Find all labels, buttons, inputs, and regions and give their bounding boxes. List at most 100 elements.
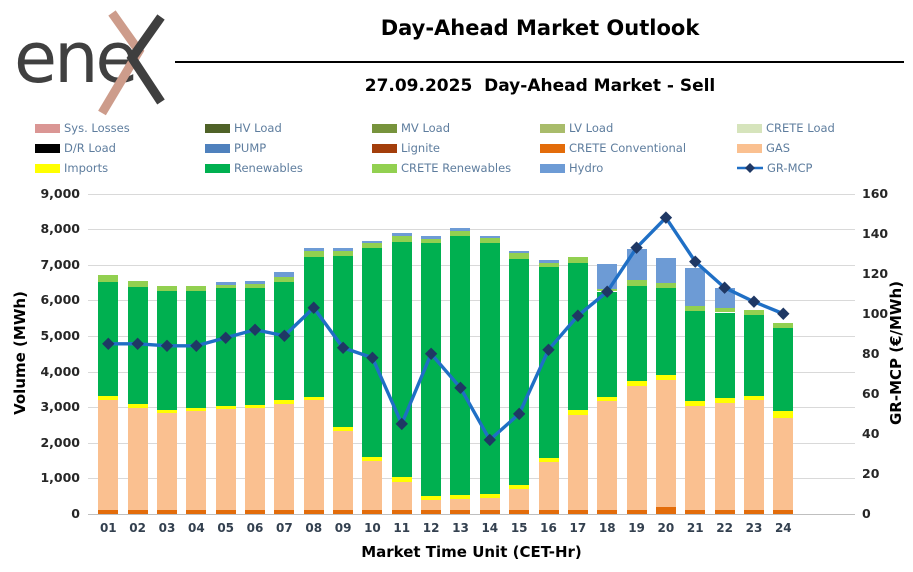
legend-label: Imports bbox=[64, 161, 109, 175]
bar-22-gas bbox=[714, 402, 735, 511]
bar-07-crete-conventional bbox=[274, 510, 295, 514]
bar-17-gas bbox=[567, 414, 588, 511]
bar-12-gas bbox=[421, 500, 442, 511]
x-tick-10: 10 bbox=[364, 521, 381, 535]
bar-14-hydro bbox=[479, 235, 500, 239]
bar-18-imports bbox=[597, 396, 618, 401]
legend-label: Renewables bbox=[234, 161, 303, 175]
x-tick-02: 02 bbox=[129, 521, 146, 535]
bar-23-renewables bbox=[743, 314, 764, 397]
legend-item-gr-mcp: GR-MCP bbox=[737, 161, 812, 175]
page-title: Day-Ahead Market Outlook bbox=[380, 16, 700, 40]
legend-item-hv-load: HV Load bbox=[205, 121, 282, 135]
bar-09-imports bbox=[333, 426, 354, 432]
bar-20-renewables bbox=[655, 287, 676, 376]
bar-22-imports bbox=[714, 398, 735, 403]
legend-swatch-lv-load bbox=[540, 123, 565, 133]
legend-line-swatch bbox=[737, 163, 763, 173]
bar-18-crete-renewables bbox=[597, 288, 618, 292]
legend-item-crete-load: CRETE Load bbox=[737, 121, 835, 135]
bar-03-crete-renewables bbox=[156, 285, 177, 291]
bar-02-crete-conventional bbox=[127, 510, 148, 514]
x-tick-18: 18 bbox=[598, 521, 616, 535]
x-tick-21: 21 bbox=[686, 521, 704, 535]
bar-14-renewables bbox=[479, 243, 500, 494]
bar-13-crete-conventional bbox=[450, 510, 471, 514]
bar-06-hydro bbox=[245, 280, 266, 284]
bar-08-gas bbox=[303, 400, 324, 511]
gridline-7000 bbox=[88, 264, 855, 266]
y-right-tick-0: 0 bbox=[862, 506, 871, 521]
bar-23-crete-renewables bbox=[743, 310, 764, 315]
legend-item-pump: PUMP bbox=[205, 141, 266, 155]
x-tick-05: 05 bbox=[217, 521, 235, 535]
bar-05-renewables bbox=[215, 287, 236, 406]
bar-19-crete-conventional bbox=[626, 510, 647, 514]
legend-item-d-r-load: D/R Load bbox=[35, 141, 116, 155]
bar-03-gas bbox=[156, 412, 177, 511]
bar-15-crete-renewables bbox=[509, 253, 530, 260]
x-tick-07: 07 bbox=[276, 521, 293, 535]
y-right-tick-120: 120 bbox=[862, 265, 889, 281]
bar-05-crete-renewables bbox=[215, 284, 236, 288]
gridline-2000 bbox=[88, 442, 855, 444]
y-left-tick-3000: 3,000 bbox=[40, 399, 80, 415]
bar-19-crete-renewables bbox=[626, 280, 647, 286]
legend-swatch-crete-conventional bbox=[540, 143, 565, 153]
bar-09-crete-conventional bbox=[333, 510, 354, 514]
legend-item-lignite: Lignite bbox=[372, 141, 440, 155]
y-left-tick-1000: 1,000 bbox=[40, 470, 80, 486]
bar-23-crete-conventional bbox=[743, 510, 764, 514]
bar-10-crete-conventional bbox=[362, 510, 383, 514]
y-right-tick-140: 140 bbox=[862, 225, 889, 241]
bar-03-renewables bbox=[156, 290, 177, 411]
legend-swatch-hydro bbox=[540, 163, 565, 173]
bar-12-imports bbox=[421, 495, 442, 501]
bar-14-crete-renewables bbox=[479, 238, 500, 244]
gr-mcp-marker-20 bbox=[659, 211, 673, 224]
legend-label: GR-MCP bbox=[767, 161, 813, 175]
y-right-tick-100: 100 bbox=[862, 305, 889, 321]
bar-19-gas bbox=[626, 385, 647, 511]
bar-11-renewables bbox=[391, 241, 412, 478]
legend-label: PUMP bbox=[234, 141, 267, 155]
x-tick-01: 01 bbox=[99, 521, 117, 535]
bar-12-crete-conventional bbox=[421, 510, 442, 514]
legend-swatch-crete-load bbox=[737, 123, 762, 133]
bar-22-hydro bbox=[714, 288, 735, 308]
legend-swatch-renewables bbox=[205, 163, 230, 173]
bar-09-gas bbox=[333, 431, 354, 511]
x-tick-16: 16 bbox=[540, 521, 557, 535]
legend-item-mv-load: MV Load bbox=[372, 121, 450, 135]
bar-07-hydro bbox=[274, 271, 295, 278]
bar-21-renewables bbox=[685, 311, 706, 402]
bar-11-crete-conventional bbox=[391, 510, 412, 514]
bar-13-renewables bbox=[450, 236, 471, 495]
y-left-tick-4000: 4,000 bbox=[40, 363, 80, 379]
bar-21-hydro bbox=[685, 268, 706, 307]
legend-swatch-lignite bbox=[372, 143, 397, 153]
bar-01-renewables bbox=[98, 281, 119, 396]
bar-04-imports bbox=[186, 407, 207, 412]
bar-04-crete-renewables bbox=[186, 285, 207, 291]
bar-02-imports bbox=[127, 403, 148, 408]
x-tick-13: 13 bbox=[452, 521, 469, 535]
bar-19-hydro bbox=[626, 249, 647, 281]
bar-12-renewables bbox=[421, 243, 442, 496]
bar-16-imports bbox=[538, 458, 559, 463]
bar-05-imports bbox=[215, 405, 236, 409]
bar-24-gas bbox=[773, 418, 794, 511]
x-tick-24: 24 bbox=[774, 521, 792, 535]
x-tick-06: 06 bbox=[246, 521, 264, 535]
x-tick-22: 22 bbox=[716, 521, 733, 535]
legend-item-imports: Imports bbox=[35, 161, 108, 175]
bar-14-gas bbox=[479, 498, 500, 511]
gridline-8000 bbox=[88, 229, 855, 231]
legend-item-crete-conventional: CRETE Conventional bbox=[540, 141, 686, 155]
bar-10-imports bbox=[362, 457, 383, 462]
bar-14-crete-conventional bbox=[479, 510, 500, 514]
legend-item-crete-renewables: CRETE Renewables bbox=[372, 161, 511, 175]
bar-15-hydro bbox=[509, 250, 530, 254]
bar-01-crete-renewables bbox=[98, 274, 119, 282]
x-tick-17: 17 bbox=[569, 521, 587, 535]
